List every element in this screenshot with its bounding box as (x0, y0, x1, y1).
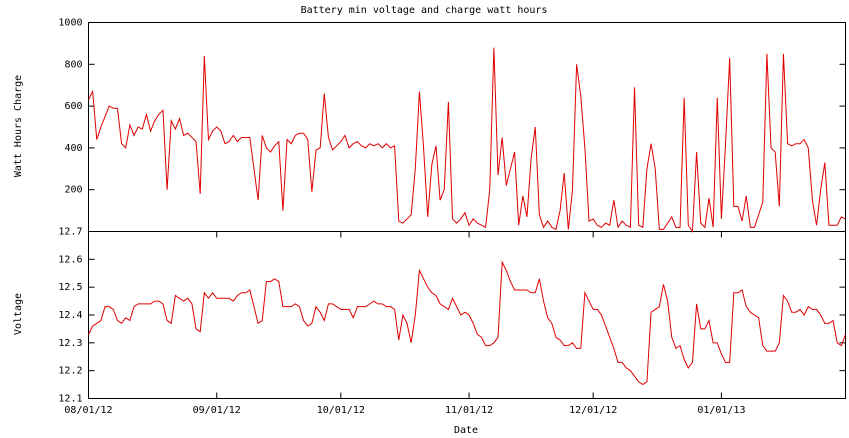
y-tick-label: 200 (64, 185, 82, 196)
x-tick-label: 10/01/12 (317, 405, 365, 416)
y-tick-label: 1000 (58, 18, 82, 29)
y-tick-label: 12.7 (58, 227, 82, 238)
y-axis-label: Watt Hours Charge (13, 75, 24, 177)
x-axis-label: Date (454, 425, 478, 436)
data-line (88, 260, 846, 386)
y-tick-label: 800 (64, 59, 82, 70)
y-tick-label: 400 (64, 143, 82, 154)
x-tick-label: 01/01/13 (697, 405, 745, 416)
y-tick-label: 12.4 (58, 310, 82, 321)
x-tick-label: 08/01/12 (64, 405, 112, 416)
data-line (88, 47, 846, 234)
y-tick-label: 12.2 (58, 366, 82, 377)
y-tick-label: 12.6 (58, 254, 82, 265)
x-tick-label: 11/01/12 (445, 405, 493, 416)
y-tick-label: 12.1 (58, 394, 82, 405)
x-tick-label: 09/01/12 (193, 405, 241, 416)
y-tick-label: 12.3 (58, 338, 82, 349)
chart-title: Battery min voltage and charge watt hour… (301, 5, 548, 16)
y-tick-label: 600 (64, 101, 82, 112)
x-tick-label: 12/01/12 (569, 405, 617, 416)
y-axis-label: Voltage (13, 293, 24, 335)
y-tick-label: 12.5 (58, 282, 82, 293)
